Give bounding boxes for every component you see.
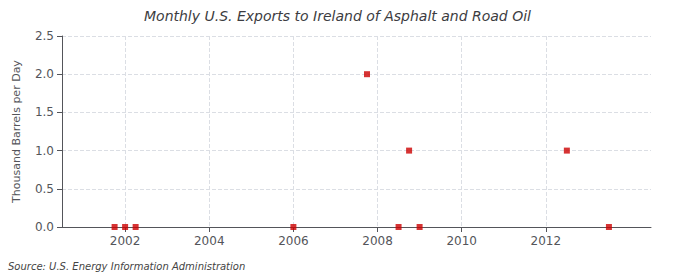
svg-text:0.5: 0.5 [35, 182, 54, 196]
svg-text:2.5: 2.5 [35, 29, 54, 43]
svg-text:2006: 2006 [278, 234, 309, 248]
svg-text:2002: 2002 [110, 234, 141, 248]
svg-text:Source: U.S. Energy Informatio: Source: U.S. Energy Information Administ… [8, 261, 245, 272]
svg-text:2.0: 2.0 [35, 67, 54, 81]
svg-text:1.5: 1.5 [35, 105, 54, 119]
svg-text:2008: 2008 [362, 234, 393, 248]
svg-text:2012: 2012 [531, 234, 562, 248]
svg-text:Monthly U.S. Exports to Irelan: Monthly U.S. Exports to Ireland of Aspha… [144, 8, 531, 24]
svg-text:Thousand Barrels per Day: Thousand Barrels per Day [10, 60, 23, 204]
svg-text:1.0: 1.0 [35, 144, 54, 158]
svg-text:0.0: 0.0 [35, 220, 54, 234]
svg-text:2010: 2010 [446, 234, 477, 248]
svg-text:2004: 2004 [194, 234, 225, 248]
